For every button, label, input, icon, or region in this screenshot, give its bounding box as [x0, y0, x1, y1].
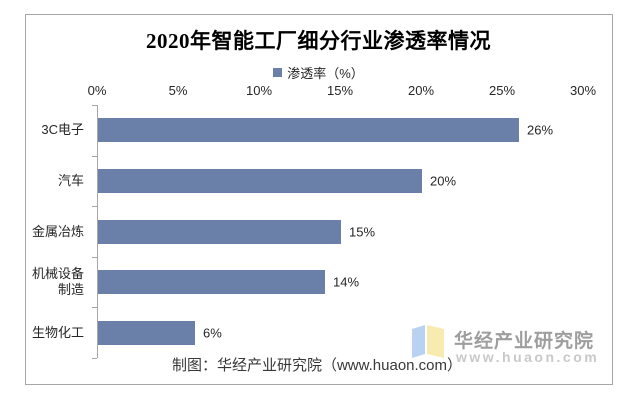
x-axis-tick-label: 5%: [168, 83, 188, 98]
category-label: 金属冶炼: [31, 223, 84, 239]
footer-credit: 制图：华经产业研究院（www.huaon.com）: [171, 357, 463, 374]
x-axis-tick-label: 10%: [245, 83, 273, 98]
legend: 渗透率（%）: [25, 63, 612, 82]
watermark-name: 华经产业研究院: [454, 331, 595, 352]
y-axis-tick-mark: [92, 307, 97, 309]
chart-title: 2020年智能工厂细分行业渗透率情况: [146, 29, 491, 53]
bar-value-label: 14%: [333, 274, 360, 290]
y-axis-tick-mark: [92, 256, 97, 258]
x-axis-tick-label: 15%: [326, 83, 354, 98]
category-label: 汽车: [57, 172, 84, 188]
y-axis-tick-mark: [92, 105, 97, 106]
category-label: 机械设备 制造: [31, 266, 84, 298]
legend-swatch-icon: [273, 68, 283, 77]
x-axis-tick-label: 25%: [488, 83, 516, 98]
category-label: 生物化工: [31, 324, 84, 340]
bar: [98, 118, 519, 143]
bar-value-label: 6%: [203, 325, 222, 341]
open-book-logo-icon: [412, 325, 444, 358]
bar: [98, 270, 325, 295]
bar-value-label: 20%: [430, 173, 457, 189]
legend-label: 渗透率（%）: [287, 66, 364, 81]
x-axis-tick-label: 20%: [407, 83, 435, 98]
bar-value-label: 26%: [527, 122, 554, 138]
y-axis-tick-mark: [92, 358, 97, 359]
bar-value-label: 15%: [349, 224, 376, 239]
bar: [98, 168, 422, 193]
y-axis-tick-mark: [92, 206, 97, 208]
y-axis-tick-mark: [92, 155, 97, 157]
watermark-url: www.huaon.com: [456, 349, 600, 365]
bar: [98, 320, 195, 345]
x-axis-tick-label: 30%: [569, 83, 597, 98]
x-axis-tick-label: 0%: [87, 83, 107, 98]
bar: [98, 219, 341, 244]
y-axis-line: [97, 105, 98, 358]
category-label: 3C电子: [41, 122, 84, 138]
